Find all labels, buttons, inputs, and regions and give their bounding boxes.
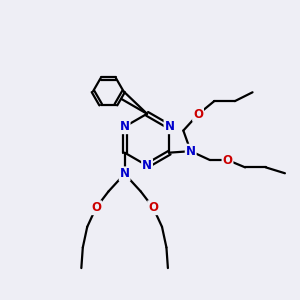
Text: O: O [193,108,203,121]
Text: N: N [186,145,196,158]
Text: N: N [120,120,130,133]
Text: N: N [164,120,175,133]
Text: N: N [120,167,130,180]
Text: O: O [148,201,158,214]
Text: O: O [91,201,101,214]
Text: O: O [223,154,232,166]
Text: N: N [142,159,152,172]
